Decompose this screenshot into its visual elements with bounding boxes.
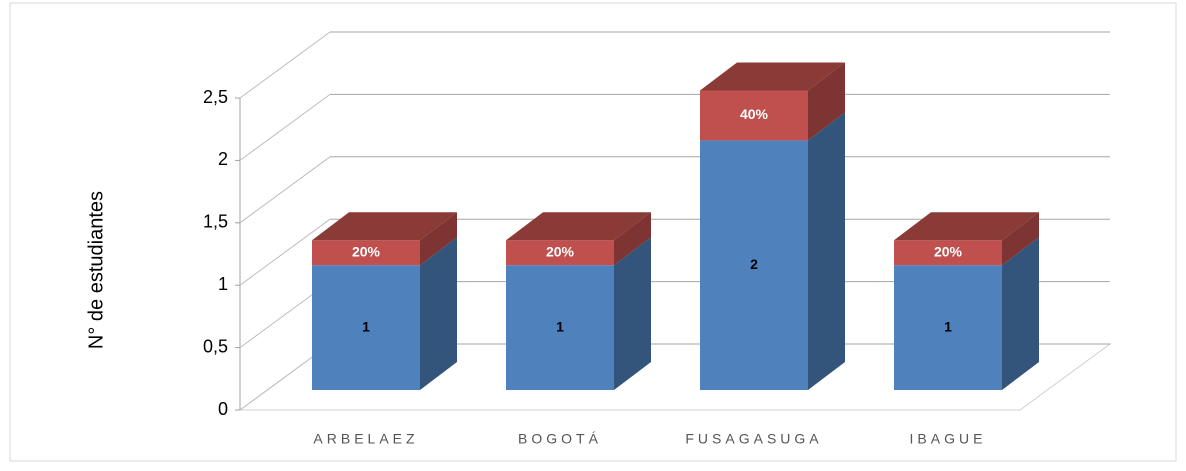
y-tick-label: 1,5: [203, 212, 228, 232]
bar-top: [894, 212, 1039, 241]
data-label: 20%: [352, 243, 381, 259]
data-label: 20%: [934, 243, 963, 259]
x-tick-label: ARBELAEZ: [313, 431, 418, 447]
bar-top: [700, 62, 845, 91]
bar-side: [420, 212, 457, 266]
bar-side: [420, 237, 457, 390]
bar-segment: [894, 240, 1002, 266]
bar-side: [614, 237, 651, 390]
bar-side: [808, 112, 845, 391]
data-label: 40%: [740, 106, 769, 122]
y-tick-label: 2: [218, 149, 228, 169]
bar-segment: [312, 240, 420, 266]
y-tick-label: 0,5: [203, 336, 228, 356]
y-axis-label: N° de estudiantes: [85, 191, 107, 349]
x-tick-label: IBAGUE: [910, 431, 987, 447]
data-label: 1: [362, 318, 370, 334]
grid-line-side: [239, 93, 331, 161]
bar-segment: [506, 265, 614, 390]
bar-side: [1002, 237, 1039, 390]
x-tick-label: BOGOTÁ: [518, 431, 602, 447]
bar-top: [312, 212, 457, 241]
bar-segment: [700, 90, 808, 141]
bar-segment: [700, 140, 808, 390]
bar-segment: [312, 265, 420, 390]
bar-segment: [894, 265, 1002, 390]
bar-segment: [506, 240, 614, 266]
x-tick-label: FUSAGASUGA: [685, 431, 822, 447]
grid-line-side: [239, 31, 331, 99]
y-tick-label: 2,5: [203, 87, 228, 107]
bar-side: [614, 212, 651, 266]
bar-side: [808, 62, 845, 141]
y-tick-label: 1: [218, 274, 228, 294]
grid-line-side: [239, 218, 331, 286]
data-label: 1: [944, 318, 952, 334]
grid-line-side: [239, 156, 331, 224]
bar-side: [1002, 212, 1039, 266]
data-label: 2: [750, 256, 758, 272]
bar-top: [506, 212, 651, 241]
data-label: 1: [556, 318, 564, 334]
y-tick-label: 0: [218, 399, 228, 419]
data-label: 20%: [546, 243, 575, 259]
